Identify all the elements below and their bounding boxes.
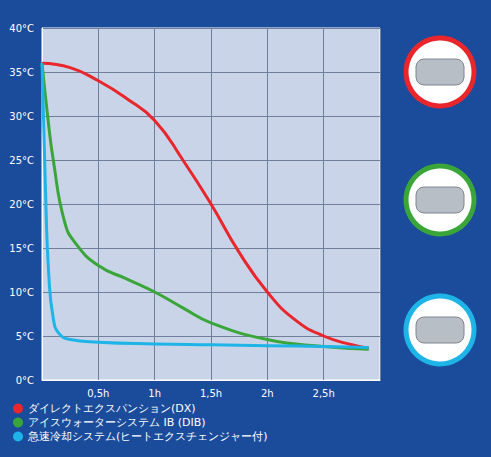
svg-text:10°C: 10°C: [9, 287, 34, 298]
svg-text:0,5h: 0,5h: [87, 388, 109, 399]
svg-text:2,5h: 2,5h: [313, 388, 335, 399]
svg-text:30°C: 30°C: [9, 111, 34, 122]
svg-text:40°C: 40°C: [9, 23, 34, 34]
svg-text:15°C: 15°C: [9, 243, 34, 254]
svg-text:ダイレクトエクスパンション(DX): ダイレクトエクスパンション(DX): [28, 402, 196, 415]
svg-text:1,5h: 1,5h: [200, 388, 222, 399]
svg-text:0°C: 0°C: [16, 375, 34, 386]
svg-text:25°C: 25°C: [9, 155, 34, 166]
svg-text:5°C: 5°C: [16, 331, 34, 342]
svg-text:35°C: 35°C: [9, 67, 34, 78]
svg-text:1h: 1h: [148, 388, 161, 399]
svg-text:2h: 2h: [261, 388, 274, 399]
svg-text:急速冷却システム(ヒートエクスチェンジャー付): 急速冷却システム(ヒートエクスチェンジャー付): [27, 430, 268, 443]
svg-text:20°C: 20°C: [9, 199, 34, 210]
svg-text:アイスウォーターシステム IB (DIB): アイスウォーターシステム IB (DIB): [28, 416, 206, 429]
